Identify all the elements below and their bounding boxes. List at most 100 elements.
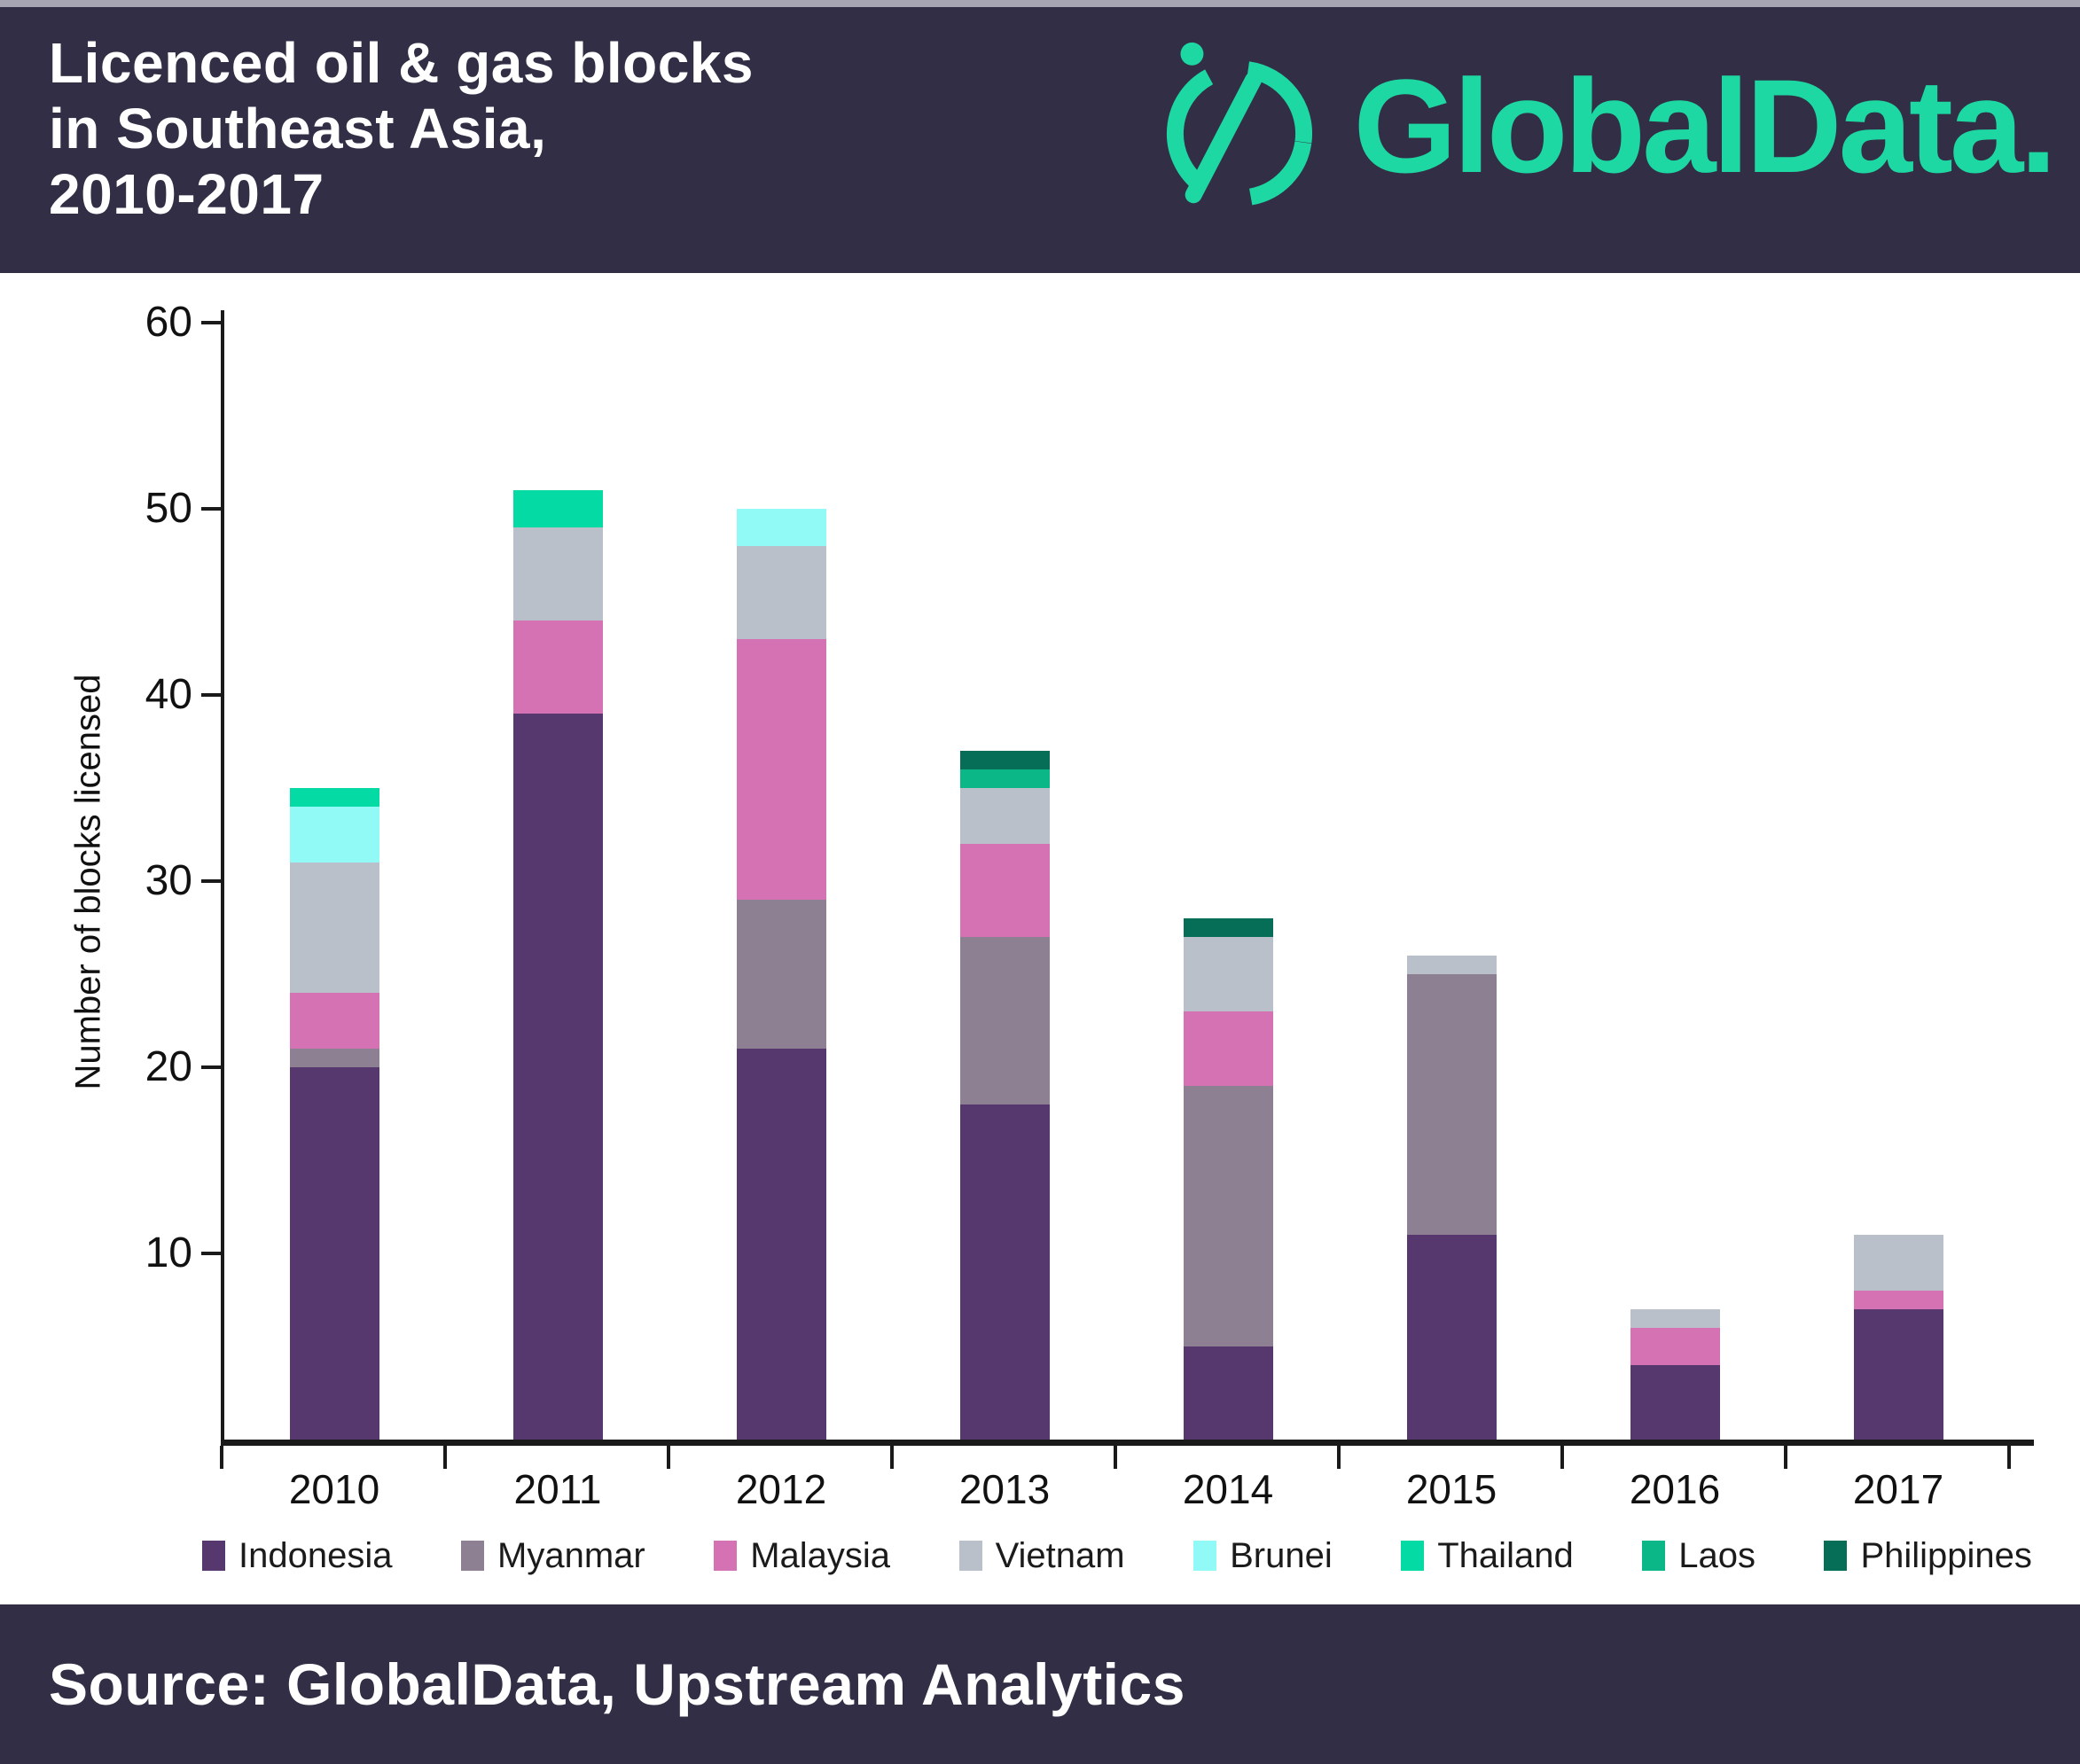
- segment-2013-philippines: [959, 751, 1050, 769]
- legend-swatch-malaysia: [714, 1541, 738, 1571]
- stacked-bar-chart: Number of blocks licensed 10 20 30 40 50 60 2…: [0, 273, 2080, 1604]
- segment-2013-indonesia: [959, 1104, 1050, 1440]
- y-tick-label-10: 10: [145, 1229, 192, 1276]
- segment-2014-myanmar: [1183, 1086, 1273, 1346]
- x-tick-1: [443, 1446, 447, 1469]
- legend: Indonesia Myanmar Malaysia Vietnam Brunei Tha…: [202, 1536, 2032, 1575]
- legend-item-laos: Laos: [1642, 1536, 1755, 1575]
- footer-band: Source: GlobalData, Upstream Analytics: [0, 1604, 2080, 1764]
- y-tick-40: [201, 693, 221, 697]
- bar-2011: [512, 490, 603, 1440]
- legend-item-indonesia: Indonesia: [202, 1536, 392, 1575]
- y-tick-30: [201, 879, 221, 883]
- y-tick-60: [201, 321, 221, 324]
- y-tick-label-30: 30: [145, 857, 192, 904]
- legend-swatch-indonesia: [202, 1541, 225, 1571]
- segment-2014-malaysia: [1183, 1011, 1273, 1086]
- x-label-2016: 2016: [1629, 1466, 1721, 1512]
- legend-item-myanmar: Myanmar: [461, 1536, 645, 1575]
- segment-2014-indonesia: [1183, 1346, 1273, 1440]
- segment-2013-laos: [959, 769, 1050, 788]
- legend-label-malaysia: Malaysia: [750, 1536, 891, 1575]
- legend-item-brunei: Brunei: [1193, 1536, 1333, 1575]
- y-tick-label-40: 40: [145, 671, 192, 718]
- segment-2015-vietnam: [1406, 956, 1497, 974]
- segment-2013-myanmar: [959, 937, 1050, 1104]
- segment-2012-indonesia: [736, 1049, 826, 1440]
- legend-swatch-laos: [1642, 1541, 1666, 1571]
- bar-2012: [736, 509, 826, 1440]
- segment-2011-malaysia: [512, 621, 603, 714]
- segment-2012-vietnam: [736, 546, 826, 639]
- y-tick-20: [201, 1065, 221, 1069]
- legend-swatch-philippines: [1824, 1541, 1848, 1571]
- segment-2010-vietnam: [289, 862, 379, 993]
- segment-2017-indonesia: [1853, 1309, 1943, 1440]
- y-tick-label-50: 50: [145, 485, 192, 532]
- globaldata-logo-text: GlobalData.: [1353, 51, 2057, 200]
- legend-label-vietnam: Vietnam: [995, 1536, 1125, 1575]
- y-tick-label-60: 60: [145, 299, 192, 346]
- x-tick-2: [667, 1446, 670, 1469]
- segment-2013-vietnam: [959, 788, 1050, 844]
- page-title-line-1: Licenced oil & gas blocks: [49, 31, 754, 95]
- legend-label-indonesia: Indonesia: [238, 1536, 393, 1575]
- y-tick-10: [201, 1252, 221, 1255]
- x-label-2013: 2013: [958, 1466, 1051, 1512]
- page-title: Licenced oil & gas blocks in Southeast A…: [49, 30, 754, 227]
- x-tick-8: [2007, 1446, 2011, 1469]
- segment-2010-malaysia: [289, 993, 379, 1049]
- x-tick-5: [1337, 1446, 1341, 1469]
- page-title-line-2: in Southeast Asia,: [49, 97, 547, 160]
- legend-label-myanmar: Myanmar: [497, 1536, 645, 1575]
- segment-2014-philippines: [1183, 918, 1273, 937]
- globaldata-logo-icon: [1166, 42, 1312, 207]
- x-tick-6: [1560, 1446, 1564, 1469]
- bar-2014: [1183, 918, 1273, 1440]
- source-text: Source: GlobalData, Upstream Analytics: [49, 1651, 1185, 1717]
- page-title-line-3: 2010-2017: [49, 162, 325, 226]
- segment-2010-myanmar: [289, 1049, 379, 1067]
- segment-2016-indonesia: [1630, 1365, 1720, 1440]
- x-tick-4: [1114, 1446, 1117, 1469]
- x-label-2015: 2015: [1405, 1466, 1497, 1512]
- segment-2013-malaysia: [959, 844, 1050, 937]
- y-tick-50: [201, 507, 221, 511]
- legend-label-philippines: Philippines: [1860, 1536, 2032, 1575]
- segment-2012-malaysia: [736, 639, 826, 900]
- segment-2011-indonesia: [512, 714, 603, 1440]
- bar-2015: [1406, 956, 1497, 1440]
- legend-swatch-vietnam: [958, 1541, 982, 1571]
- segment-2010-brunei: [289, 807, 379, 862]
- segment-2010-indonesia: [289, 1067, 379, 1440]
- segment-2011-thailand: [512, 490, 603, 527]
- bar-2017: [1853, 1235, 1943, 1440]
- legend-item-thailand: Thailand: [1401, 1536, 1574, 1575]
- segment-2012-myanmar: [736, 900, 826, 1049]
- segment-2011-vietnam: [512, 527, 603, 621]
- header-band: Licenced oil & gas blocks in Southeast A…: [0, 7, 2080, 273]
- globaldata-logo: GlobalData.: [1155, 20, 2057, 232]
- legend-item-philippines: Philippines: [1824, 1536, 2032, 1575]
- x-tick-7: [1784, 1446, 1787, 1469]
- segment-2016-malaysia: [1630, 1328, 1720, 1365]
- legend-label-brunei: Brunei: [1230, 1536, 1333, 1575]
- bar-2016: [1630, 1309, 1720, 1440]
- legend-item-vietnam: Vietnam: [958, 1536, 1125, 1575]
- legend-swatch-brunei: [1193, 1541, 1217, 1571]
- x-tick-3: [890, 1446, 894, 1469]
- x-label-2014: 2014: [1182, 1466, 1274, 1512]
- segment-2012-brunei: [736, 509, 826, 546]
- segment-2015-indonesia: [1406, 1235, 1497, 1440]
- segment-2015-myanmar: [1406, 974, 1497, 1235]
- bar-2013: [959, 751, 1050, 1440]
- x-tick-0: [220, 1446, 223, 1469]
- x-label-2012: 2012: [735, 1466, 827, 1512]
- segment-2017-vietnam: [1853, 1235, 1943, 1291]
- legend-swatch-thailand: [1401, 1541, 1425, 1571]
- x-label-2017: 2017: [1852, 1466, 1944, 1512]
- x-label-2010: 2010: [288, 1466, 380, 1512]
- segment-2010-thailand: [289, 788, 379, 807]
- bar-2010: [289, 788, 379, 1440]
